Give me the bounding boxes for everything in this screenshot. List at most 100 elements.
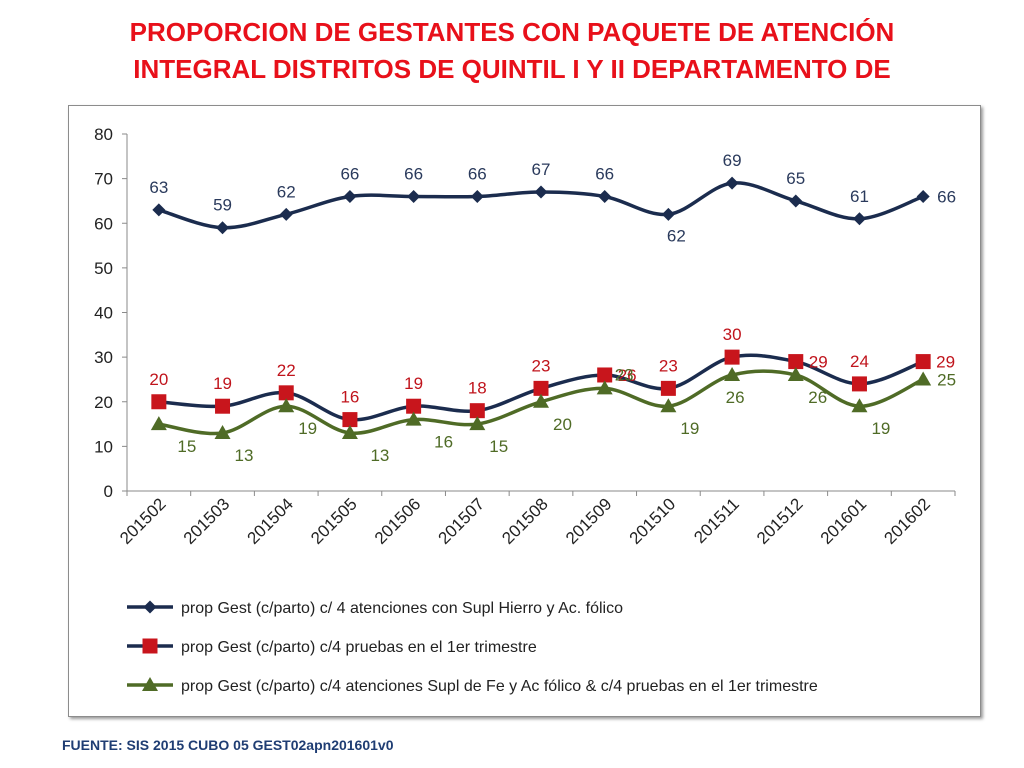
legend-marker-series-combinado <box>142 677 158 691</box>
series-combinado-point <box>341 424 358 439</box>
series-hierro-acfolico-point <box>725 176 739 190</box>
series-pruebas-1er-trimestre-point <box>215 398 231 414</box>
series-pruebas-1er-trimestre-data-label: 24 <box>850 352 869 371</box>
series-pruebas-1er-trimestre-data-label: 30 <box>723 325 742 344</box>
series-hierro-acfolico-point <box>279 207 293 221</box>
series-pruebas-1er-trimestre-point <box>915 354 931 370</box>
y-tick-label: 80 <box>94 125 113 144</box>
x-tick-label: 201504 <box>244 494 298 548</box>
series-combinado-point <box>278 398 295 413</box>
series-hierro-acfolico-data-label: 59 <box>213 196 232 215</box>
series-combinado-point <box>851 398 868 413</box>
series-combinado-data-label: 16 <box>434 433 453 452</box>
series-combinado-point <box>596 380 613 395</box>
series-hierro-acfolico-data-label: 66 <box>340 164 359 183</box>
x-tick-label: 201506 <box>371 494 425 548</box>
title-line-2: INTEGRAL DISTRITOS DE QUINTIL I Y II DEP… <box>133 54 891 84</box>
series-hierro-acfolico-point <box>470 189 484 203</box>
series-pruebas-1er-trimestre-point <box>851 376 867 392</box>
legend-label-series-pruebas-1er-trimestre: prop Gest (c/parto) c/4 pruebas en el 1e… <box>181 639 537 656</box>
y-tick-label: 20 <box>94 393 113 412</box>
series-pruebas-1er-trimestre-data-label: 23 <box>659 356 678 375</box>
series-pruebas-1er-trimestre-point <box>469 403 485 419</box>
series-pruebas-1er-trimestre-data-label: 16 <box>340 388 359 407</box>
x-tick-label: 201509 <box>562 494 616 548</box>
series-pruebas-1er-trimestre-point <box>597 367 613 383</box>
series-pruebas-1er-trimestre-point <box>406 398 422 414</box>
x-tick-label: 201507 <box>435 494 489 548</box>
x-tick-label: 201505 <box>307 494 361 548</box>
series-combinado-data-label: 26 <box>808 388 827 407</box>
series-hierro-acfolico-data-label: 66 <box>468 164 487 183</box>
x-tick-label: 201512 <box>753 494 807 548</box>
series-combinado-point <box>915 371 932 386</box>
series-combinado-data-label: 15 <box>489 437 508 456</box>
x-tick-label: 201601 <box>817 494 871 548</box>
series-hierro-acfolico-data-label: 62 <box>277 182 296 201</box>
series-combinado-point <box>533 393 549 408</box>
source-note: FUENTE: SIS 2015 CUBO 05 GEST02apn201601… <box>62 737 394 753</box>
series-combinado-data-label: 13 <box>370 446 389 465</box>
series-hierro-acfolico-data-label: 66 <box>937 187 956 206</box>
series-combinado-data-label: 19 <box>871 419 890 438</box>
legend-label-series-hierro-acfolico: prop Gest (c/parto) c/ 4 atenciones con … <box>181 600 623 617</box>
series-pruebas-1er-trimestre-point <box>151 394 167 410</box>
series-combinado-point <box>660 398 677 413</box>
series-hierro-acfolico-data-label: 61 <box>850 187 869 206</box>
series-combinado-point <box>150 416 167 431</box>
series-hierro-acfolico-point <box>661 207 675 221</box>
series-hierro-acfolico-data-label: 62 <box>667 226 686 245</box>
series-pruebas-1er-trimestre-data-label: 18 <box>468 379 487 398</box>
series-pruebas-1er-trimestre-data-label: 26 <box>618 366 637 385</box>
series-hierro-acfolico-point <box>152 203 166 217</box>
chart-frame: 0 10 20 30 40 50 60 70 80 201502 201503 201504 20150… <box>68 105 981 717</box>
series-pruebas-1er-trimestre-point <box>724 349 740 365</box>
series-pruebas-1er-trimestre-point <box>533 380 549 396</box>
series-combinado-point <box>724 366 741 381</box>
series-combinado-data-label: 13 <box>235 446 254 465</box>
x-tick-label: 201503 <box>180 494 234 548</box>
y-tick-label: 50 <box>94 259 113 278</box>
y-tick-label: 70 <box>94 170 113 189</box>
legend-marker-series-hierro-acfolico <box>143 600 157 614</box>
series-hierro-acfolico-point <box>407 189 421 203</box>
x-tick-label: 201602 <box>880 494 934 548</box>
legend-label-series-combinado: prop Gest (c/parto) c/4 atenciones Supl … <box>181 678 818 695</box>
series-combinado-data-label: 19 <box>680 419 699 438</box>
series-hierro-acfolico-data-label: 66 <box>595 164 614 183</box>
series-combinado-point <box>405 411 422 426</box>
series-pruebas-1er-trimestre-data-label: 23 <box>532 356 551 375</box>
x-tick-label: 201510 <box>626 494 680 548</box>
page-title: PROPORCION DE GESTANTES CON PAQUETE DE A… <box>0 14 1024 88</box>
y-tick-label: 40 <box>94 304 113 323</box>
series-pruebas-1er-trimestre-data-label: 22 <box>277 361 296 380</box>
series-pruebas-1er-trimestre-data-label: 29 <box>809 353 828 372</box>
legend-marker-series-pruebas-1er-trimestre <box>142 638 158 654</box>
series-pruebas-1er-trimestre-point <box>660 380 676 396</box>
y-tick-label: 60 <box>94 214 113 233</box>
series-hierro-acfolico-point <box>852 212 866 226</box>
series-combinado-data-label: 20 <box>553 415 572 434</box>
series-hierro-acfolico-point <box>598 189 612 203</box>
y-tick-label: 30 <box>94 348 113 367</box>
series-hierro-acfolico-point <box>343 189 357 203</box>
series-pruebas-1er-trimestre-point <box>342 412 358 428</box>
x-tick-label: 201502 <box>116 494 170 548</box>
series-combinado-point <box>469 416 486 431</box>
series-hierro-acfolico-point <box>789 194 803 208</box>
series-pruebas-1er-trimestre-data-label: 19 <box>213 374 232 393</box>
series-pruebas-1er-trimestre-data-label: 19 <box>404 374 423 393</box>
title-line-1: PROPORCION DE GESTANTES CON PAQUETE DE A… <box>129 17 895 47</box>
series-combinado-point <box>787 366 804 381</box>
series-combinado-data-label: 25 <box>937 370 956 389</box>
series-pruebas-1er-trimestre-data-label: 20 <box>149 370 168 389</box>
series-hierro-acfolico-point <box>534 185 548 199</box>
series-hierro-acfolico-point <box>916 189 930 203</box>
x-tick-label: 201508 <box>498 494 552 548</box>
y-tick-label: 10 <box>94 437 113 456</box>
x-tick-label: 201511 <box>690 494 743 547</box>
series-combinado-data-label: 19 <box>298 419 317 438</box>
series-hierro-acfolico-point <box>216 221 230 235</box>
series-pruebas-1er-trimestre-point <box>278 385 294 401</box>
